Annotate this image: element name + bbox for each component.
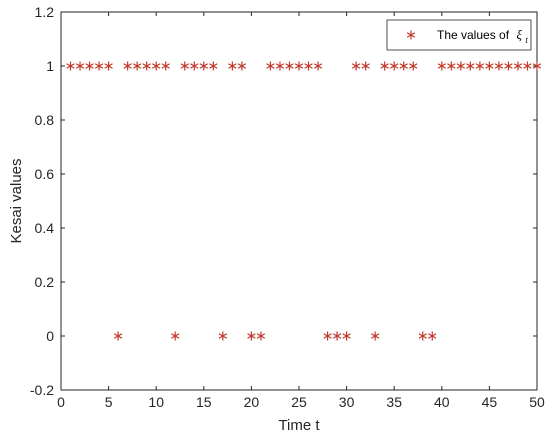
x-tick-label: 15 [196,394,212,410]
data-point [323,331,332,341]
data-points [66,61,542,341]
data-point [380,61,389,71]
data-point [418,331,427,341]
y-tick-label: 0 [46,328,54,344]
data-point [409,61,418,71]
y-tick-label: 0.6 [35,166,55,182]
x-tick-label: 10 [148,394,164,410]
data-point [475,61,485,71]
x-tick-label: 0 [57,394,65,410]
data-point [447,61,456,71]
y-axis-label: Kesai values [8,158,25,243]
data-point [190,61,199,71]
data-point [209,61,218,71]
x-axis-label: Time t [278,417,320,434]
x-tick-label: 35 [386,394,402,410]
x-tick-label: 20 [244,394,260,410]
data-point [370,331,380,341]
x-tick-label: 45 [482,394,498,410]
data-point [494,61,504,71]
data-point [532,61,542,71]
y-tick-label: 0.2 [35,274,55,290]
y-tick-label: -0.2 [30,382,54,398]
legend-entry-symbol: ξ [516,27,522,42]
data-point [247,331,256,341]
data-point [199,61,208,71]
data-point [428,331,437,341]
legend-entry-prefix: The values of [437,28,510,42]
data-point [342,331,351,341]
data-point [504,61,513,71]
legend-marker-icon [406,30,416,40]
x-tick-label: 40 [434,394,450,410]
plot-area [60,11,538,391]
data-point [294,61,304,71]
data-point [466,61,475,71]
data-point [85,61,94,71]
data-point [485,61,494,71]
x-tick-label: 50 [529,394,545,410]
data-point [142,61,151,71]
data-point [351,61,361,71]
data-point [266,61,275,71]
data-point [275,61,285,71]
axis-ticks: 0 5 10 15 20 25 30 35 40 45 50-0.200.20.40.60.811.… [30,4,545,410]
legend-entry: The values of ξ t [437,27,528,45]
data-point [113,331,123,341]
y-tick-label: 1.2 [35,4,55,20]
data-point [304,61,313,71]
data-point [456,61,466,71]
data-point [399,61,408,71]
data-point [523,61,532,71]
data-point [285,61,294,71]
data-point [237,61,247,71]
data-point [152,61,161,71]
data-point [228,61,237,71]
y-tick-label: 0.4 [35,220,55,236]
data-point [180,61,189,71]
x-tick-label: 5 [105,394,113,410]
data-point [313,61,323,71]
y-tick-label: 0.8 [35,112,55,128]
data-point [361,61,370,71]
data-point [94,61,104,71]
data-point [132,61,142,71]
legend-entry-subscript: t [525,35,528,45]
x-tick-label: 30 [339,394,355,410]
data-point [256,331,266,341]
y-tick-label: 1 [46,58,54,74]
data-point [66,61,75,71]
data-point [171,331,180,341]
data-point [104,61,113,71]
data-point [437,61,446,71]
data-point [123,61,132,71]
data-point [332,331,342,341]
legend: The values of ξ t [386,19,532,51]
data-point [161,61,170,71]
x-tick-label: 25 [291,394,307,410]
data-point [513,61,523,71]
data-point [218,331,228,341]
data-point [390,61,399,71]
data-point [75,61,85,71]
